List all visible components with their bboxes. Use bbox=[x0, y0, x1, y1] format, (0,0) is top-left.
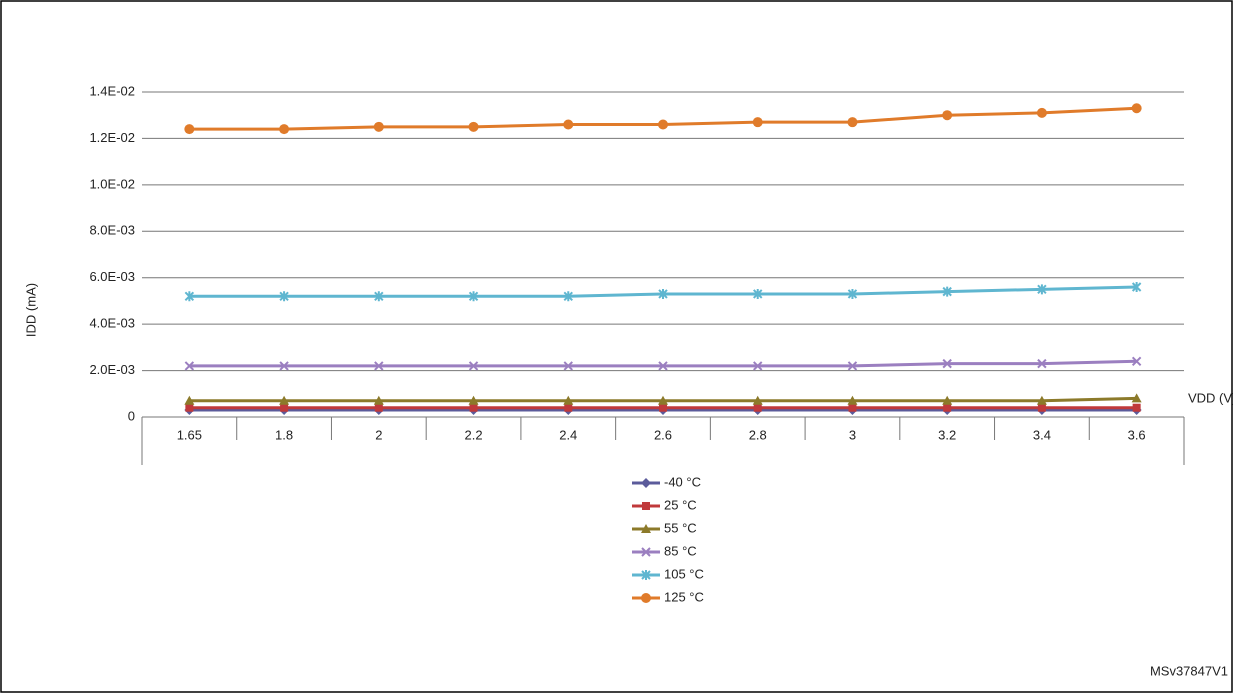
marker bbox=[468, 361, 479, 371]
legend-label: 125 °C bbox=[664, 589, 704, 604]
y-tick-label: 1.2E-02 bbox=[89, 130, 135, 145]
marker bbox=[373, 121, 384, 132]
x-tick-label: 2.4 bbox=[559, 427, 577, 442]
marker bbox=[752, 117, 763, 128]
marker bbox=[659, 403, 667, 412]
marker bbox=[1131, 103, 1142, 114]
y-tick-label: 0 bbox=[128, 408, 135, 423]
marker bbox=[373, 395, 384, 405]
marker bbox=[1131, 393, 1142, 403]
x-tick-label: 2.2 bbox=[465, 427, 483, 442]
marker bbox=[184, 395, 195, 405]
y-tick-label: 1.0E-02 bbox=[89, 176, 135, 191]
x-tick-label: 2.6 bbox=[654, 427, 672, 442]
marker bbox=[564, 403, 573, 412]
y-axis-label: IDD (mA) bbox=[23, 283, 38, 337]
marker bbox=[658, 361, 668, 371]
legend-label: 25 °C bbox=[664, 497, 697, 512]
marker bbox=[641, 524, 651, 533]
marker bbox=[279, 361, 289, 371]
marker bbox=[563, 119, 574, 130]
x-tick-label: 3.2 bbox=[938, 427, 956, 442]
marker bbox=[374, 361, 384, 371]
x-tick-label: 3.6 bbox=[1128, 427, 1146, 442]
marker bbox=[563, 395, 574, 405]
y-tick-label: 1.4E-02 bbox=[89, 83, 135, 98]
marker bbox=[563, 291, 573, 302]
marker bbox=[641, 478, 651, 488]
marker bbox=[1131, 356, 1142, 366]
annotation: MSv37847V1 bbox=[1150, 663, 1228, 678]
y-tick-label: 6.0E-03 bbox=[89, 269, 135, 284]
marker bbox=[943, 403, 952, 412]
marker bbox=[942, 286, 952, 297]
marker bbox=[563, 361, 573, 371]
x-tick-label: 2.8 bbox=[749, 427, 767, 442]
x-axis-label: VDD (V) bbox=[1188, 390, 1233, 405]
legend-label: 85 °C bbox=[664, 543, 697, 558]
marker bbox=[184, 124, 195, 135]
x-tick-label: 3.4 bbox=[1033, 427, 1051, 442]
marker bbox=[658, 288, 668, 299]
marker bbox=[847, 395, 858, 405]
marker bbox=[1037, 403, 1046, 412]
marker bbox=[1131, 282, 1142, 292]
legend-label: 55 °C bbox=[664, 520, 697, 535]
legend-label: -40 °C bbox=[664, 474, 701, 489]
marker bbox=[942, 110, 953, 121]
marker bbox=[1132, 403, 1141, 412]
marker bbox=[279, 291, 289, 302]
x-tick-label: 1.8 bbox=[275, 427, 293, 442]
marker bbox=[752, 395, 763, 405]
marker bbox=[184, 291, 195, 302]
marker bbox=[847, 361, 858, 371]
x-tick-label: 1.65 bbox=[177, 427, 202, 442]
marker bbox=[641, 570, 651, 580]
marker bbox=[642, 502, 650, 510]
marker bbox=[658, 119, 668, 130]
marker bbox=[641, 593, 651, 603]
marker bbox=[942, 358, 952, 369]
marker bbox=[847, 117, 858, 128]
x-tick-label: 3 bbox=[849, 427, 856, 442]
marker bbox=[753, 361, 763, 371]
marker bbox=[1037, 358, 1047, 369]
marker bbox=[185, 403, 194, 412]
marker bbox=[279, 124, 290, 135]
legend-label: 105 °C bbox=[664, 566, 704, 581]
marker bbox=[942, 395, 953, 405]
marker bbox=[280, 403, 289, 412]
marker bbox=[469, 403, 478, 412]
marker bbox=[1037, 284, 1047, 295]
marker bbox=[1036, 107, 1047, 118]
marker bbox=[658, 395, 668, 405]
marker bbox=[468, 291, 479, 302]
y-tick-label: 8.0E-03 bbox=[89, 223, 135, 238]
y-tick-label: 2.0E-03 bbox=[89, 362, 135, 377]
marker bbox=[753, 403, 762, 412]
marker bbox=[1036, 395, 1047, 405]
marker bbox=[184, 361, 195, 371]
marker bbox=[753, 288, 763, 299]
marker bbox=[641, 547, 651, 557]
marker bbox=[374, 403, 383, 412]
marker bbox=[847, 288, 858, 299]
marker bbox=[374, 291, 384, 302]
marker bbox=[848, 403, 857, 412]
x-tick-label: 2 bbox=[375, 427, 382, 442]
marker bbox=[468, 395, 479, 405]
marker bbox=[279, 395, 290, 405]
y-tick-label: 4.0E-03 bbox=[89, 316, 135, 331]
marker bbox=[468, 121, 479, 132]
